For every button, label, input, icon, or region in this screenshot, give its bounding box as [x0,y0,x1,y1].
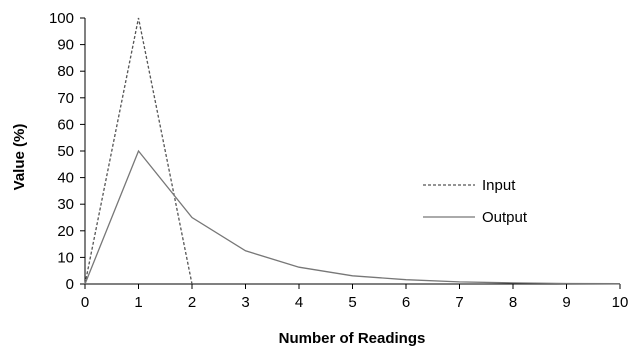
y-tick-label: 0 [66,276,74,293]
y-tick-labels: 0 10 20 30 40 50 60 70 80 90 100 [49,10,74,293]
y-axis-title: Value (%) [11,124,28,191]
y-tick-label: 10 [57,249,74,266]
x-tick-label: 1 [134,294,142,311]
y-tick-label: 60 [57,116,74,133]
x-tick-label: 4 [295,294,303,311]
x-tick-labels: 0 1 2 3 4 5 6 7 8 9 10 [81,294,629,311]
x-tick-label: 3 [241,294,249,311]
x-tick-label: 5 [348,294,356,311]
x-tick-label: 2 [188,294,196,311]
x-tick-label: 0 [81,294,89,311]
legend-label-output: Output [482,209,528,226]
y-tick-label: 50 [57,143,74,160]
x-tick-label: 10 [612,294,629,311]
y-tick-label: 20 [57,223,74,240]
x-tick-label: 7 [455,294,463,311]
legend: Input Output [423,177,528,226]
y-tick-label: 80 [57,63,74,80]
axes [80,17,621,289]
series-layer [84,17,621,285]
y-tick-label: 70 [57,90,74,107]
y-tick-label: 30 [57,196,74,213]
y-tick-label: 100 [49,10,74,27]
x-tick-label: 8 [509,294,517,311]
y-tick-label: 40 [57,170,74,187]
series-line-output [84,149,621,285]
y-tick-label: 90 [57,37,74,54]
x-tick-label: 6 [402,294,410,311]
x-tick-label: 9 [562,294,570,311]
x-axis-title: Number of Readings [279,330,426,347]
legend-label-input: Input [482,177,516,194]
